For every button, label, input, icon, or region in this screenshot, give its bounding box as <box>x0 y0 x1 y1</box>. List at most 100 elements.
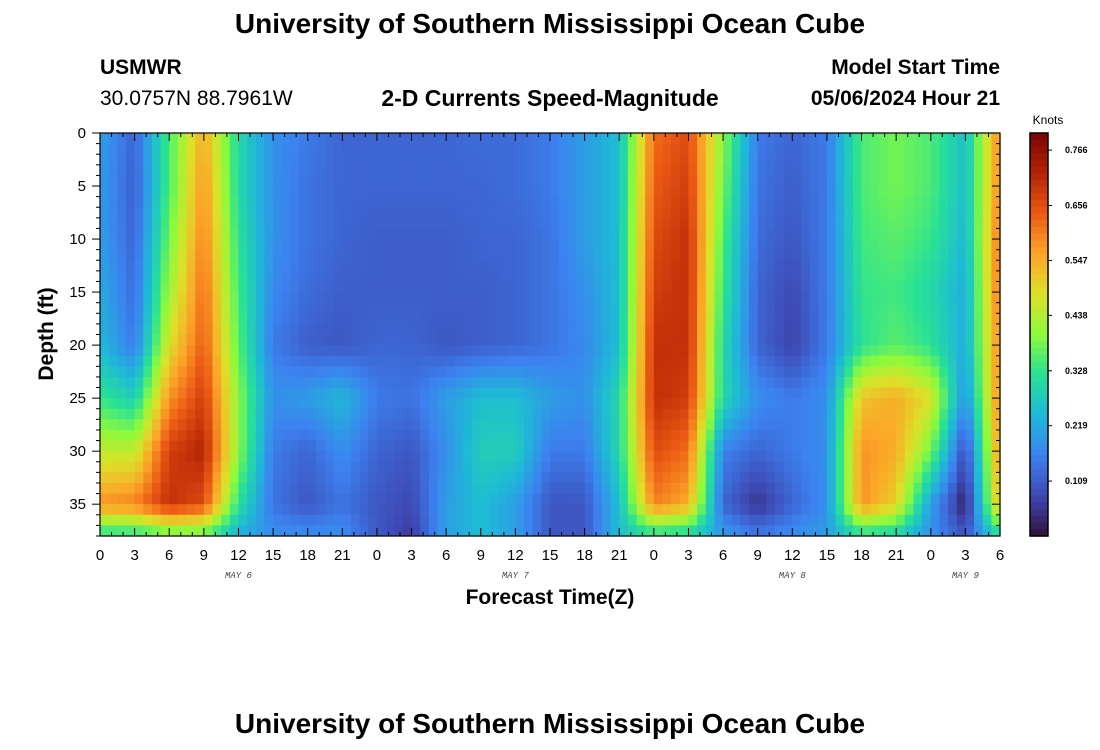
heatmap-cell <box>316 408 326 420</box>
heatmap-cell <box>238 366 248 378</box>
heatmap-cell <box>627 440 638 452</box>
heatmap-cell <box>186 461 196 473</box>
heatmap-cell <box>861 239 871 251</box>
heatmap-cell <box>342 302 352 314</box>
heatmap-cell <box>852 345 863 357</box>
heatmap-cell <box>645 419 655 431</box>
heatmap-cell <box>939 313 949 325</box>
heatmap-cell <box>134 525 144 537</box>
heatmap-cell <box>532 143 542 155</box>
heatmap-cell <box>593 217 603 230</box>
heatmap-cell <box>299 482 309 495</box>
heatmap-cell <box>212 429 222 442</box>
heatmap-cell <box>974 345 984 357</box>
heatmap-cell <box>255 387 266 399</box>
heatmap-cell <box>446 313 456 325</box>
heatmap-cell <box>108 408 118 420</box>
heatmap-cell <box>974 472 984 484</box>
heatmap-cell <box>679 154 690 166</box>
heatmap-cell <box>575 419 586 431</box>
heatmap-cell <box>610 239 620 251</box>
heatmap-cell <box>498 472 508 484</box>
heatmap-cell <box>299 366 309 378</box>
heatmap-cell <box>134 260 144 272</box>
heatmap-cell <box>887 281 897 293</box>
heatmap-cell <box>982 440 992 452</box>
heatmap-cell <box>688 376 698 389</box>
heatmap-cell <box>783 504 793 516</box>
heatmap-cell <box>238 472 248 484</box>
heatmap-cell <box>515 133 525 145</box>
heatmap-cell <box>593 440 603 452</box>
heatmap-cell <box>238 419 248 431</box>
heatmap-cell <box>766 175 776 187</box>
heatmap-cell <box>844 398 854 410</box>
x-axis-title: Forecast Time(Z) <box>466 586 635 609</box>
heatmap-cell <box>264 504 274 516</box>
heatmap-cell <box>757 376 767 389</box>
heatmap-cell <box>402 493 413 505</box>
heatmap-cell <box>913 302 923 314</box>
heatmap-cell <box>290 419 300 431</box>
heatmap-cell <box>775 143 785 155</box>
heatmap-cell <box>645 249 655 261</box>
heatmap-cell <box>264 133 274 145</box>
heatmap-cell <box>428 429 439 442</box>
heatmap-cell <box>601 313 612 325</box>
heatmap-cell <box>342 408 352 420</box>
heatmap-cell <box>454 228 465 240</box>
heatmap-cell <box>463 228 473 240</box>
heatmap-cell <box>151 164 162 177</box>
heatmap-cell <box>593 228 603 240</box>
heatmap-cell <box>203 217 214 230</box>
heatmap-cell <box>731 440 741 452</box>
heatmap-cell <box>948 334 958 346</box>
heatmap-cell <box>498 207 508 219</box>
heatmap-cell <box>125 376 136 389</box>
heatmap-cell <box>558 408 568 420</box>
heatmap-cell <box>281 387 291 399</box>
heatmap-cell <box>108 260 118 272</box>
heatmap-cell <box>532 366 542 378</box>
heatmap-cell <box>766 472 776 484</box>
heatmap-cell <box>472 355 482 367</box>
heatmap-cell <box>472 451 482 463</box>
heatmap-cell <box>930 345 941 357</box>
heatmap-cell <box>965 514 975 526</box>
heatmap-cell <box>567 323 577 336</box>
heatmap-cell <box>160 419 170 431</box>
heatmap-cell <box>593 164 603 177</box>
heatmap-cell <box>627 398 638 410</box>
heatmap-cell <box>169 514 179 526</box>
heatmap-cell <box>878 419 889 431</box>
heatmap-cell <box>402 217 413 230</box>
heatmap-cell <box>463 504 473 516</box>
heatmap-cell <box>913 292 923 304</box>
heatmap-cell <box>169 196 179 208</box>
heatmap-cell <box>567 504 577 516</box>
heatmap-cell <box>368 387 378 399</box>
heatmap-cell <box>904 504 915 516</box>
heatmap-cell <box>376 387 387 399</box>
heatmap-cell <box>247 345 257 357</box>
heatmap-cell <box>688 270 698 283</box>
heatmap-cell <box>575 482 586 495</box>
heatmap-cell <box>290 345 300 357</box>
heatmap-cell <box>974 228 984 240</box>
heatmap-cell <box>679 461 690 473</box>
heatmap-cell <box>645 451 655 463</box>
heatmap-cell <box>731 419 741 431</box>
heatmap-cell <box>913 228 923 240</box>
heatmap-cell <box>186 451 196 463</box>
heatmap-cell <box>601 154 612 166</box>
colorbar-tick-label: 0.656 <box>1065 201 1088 211</box>
heatmap-cell <box>965 260 975 272</box>
heatmap-cell <box>601 482 612 495</box>
heatmap-cell <box>402 376 413 389</box>
heatmap-cell <box>731 451 741 463</box>
heatmap-cell <box>195 451 205 463</box>
heatmap-cell <box>212 164 222 177</box>
heatmap-cell <box>333 217 343 230</box>
heatmap-cell <box>428 228 439 240</box>
colorbar-segment <box>1030 280 1048 289</box>
